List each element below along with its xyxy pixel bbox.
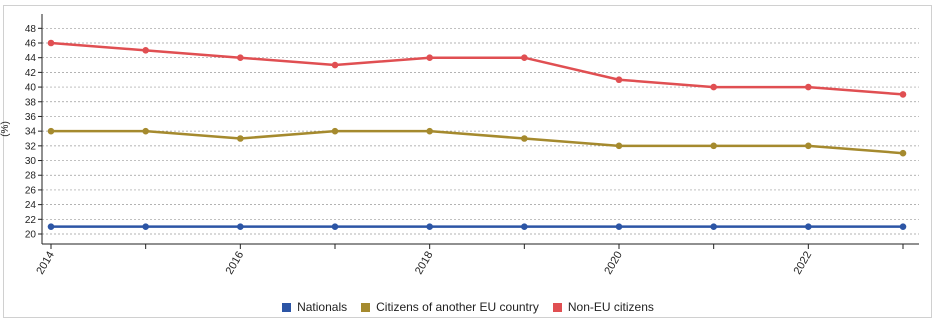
legend-item[interactable]: Citizens of another EU country xyxy=(361,300,539,314)
y-tick-label: 48 xyxy=(25,24,37,35)
series-2 xyxy=(47,39,907,98)
y-tick-label: 20 xyxy=(25,230,37,241)
legend-label: Nationals xyxy=(297,300,348,314)
data-point xyxy=(615,76,623,84)
data-point xyxy=(142,47,149,54)
data-point xyxy=(426,223,433,230)
y-tick-label: 28 xyxy=(25,171,37,182)
x-tick-label: 2020 xyxy=(602,249,625,276)
data-point xyxy=(805,142,812,150)
data-point xyxy=(899,223,907,230)
y-tick-label: 32 xyxy=(25,141,37,152)
data-point xyxy=(237,223,244,230)
data-point xyxy=(710,223,717,230)
data-point xyxy=(142,223,149,230)
data-point xyxy=(47,39,55,47)
legend-item[interactable]: Non-EU citizens xyxy=(552,300,654,314)
legend-swatch xyxy=(282,302,292,312)
y-tick-label: 36 xyxy=(25,112,37,123)
legend-swatch xyxy=(552,302,562,312)
y-axis-label: (%) xyxy=(0,121,11,137)
data-point xyxy=(47,223,55,230)
legend-swatch xyxy=(361,302,371,312)
y-tick-label: 44 xyxy=(25,53,37,64)
y-tick-label: 24 xyxy=(25,200,37,211)
series-group xyxy=(47,39,907,230)
x-tick-label: 2022 xyxy=(792,249,815,276)
data-point xyxy=(237,135,244,142)
y-tick-label: 30 xyxy=(25,156,37,167)
x-axis: 2014 2016 2018 2020 2022 xyxy=(34,243,919,277)
x-tick-label: 2014 xyxy=(34,249,57,276)
series-0 xyxy=(47,223,907,230)
data-point xyxy=(805,223,812,230)
data-point xyxy=(521,135,528,142)
x-tick-label: 2018 xyxy=(413,249,436,276)
data-point xyxy=(615,223,623,230)
data-point xyxy=(142,127,149,135)
data-point xyxy=(710,142,717,150)
y-tick-label: 38 xyxy=(25,97,37,108)
data-point xyxy=(615,142,623,150)
data-point xyxy=(521,223,528,230)
data-point xyxy=(331,61,339,69)
data-point xyxy=(710,83,717,91)
y-tick-label: 46 xyxy=(25,39,37,50)
x-tick-label: 2016 xyxy=(224,249,247,276)
data-point xyxy=(331,223,339,230)
legend-label: Citizens of another EU country xyxy=(376,300,539,314)
data-point xyxy=(805,83,812,91)
series-line xyxy=(50,41,904,96)
data-point xyxy=(47,127,55,135)
grid-lines xyxy=(42,27,919,235)
data-point xyxy=(899,149,907,157)
y-axis: 20 22 24 26 28 30 32 34 36 38 40 42 44 46 48 xyxy=(25,14,43,244)
data-point xyxy=(426,127,433,135)
legend: Nationals Citizens of another EU country N… xyxy=(0,298,936,316)
legend-label: Non-EU citizens xyxy=(567,300,654,314)
y-tick-label: 34 xyxy=(25,127,37,138)
y-tick-label: 42 xyxy=(25,68,37,79)
data-point xyxy=(237,54,244,61)
y-tick-label: 26 xyxy=(25,185,37,196)
legend-item[interactable]: Nationals xyxy=(282,300,347,314)
series-1 xyxy=(47,127,907,157)
y-tick-label: 40 xyxy=(25,83,37,94)
y-tick-label: 22 xyxy=(25,215,37,226)
data-point xyxy=(521,54,528,61)
series-line xyxy=(51,129,904,155)
data-point xyxy=(899,91,907,98)
data-point xyxy=(331,127,339,135)
data-point xyxy=(426,54,433,61)
